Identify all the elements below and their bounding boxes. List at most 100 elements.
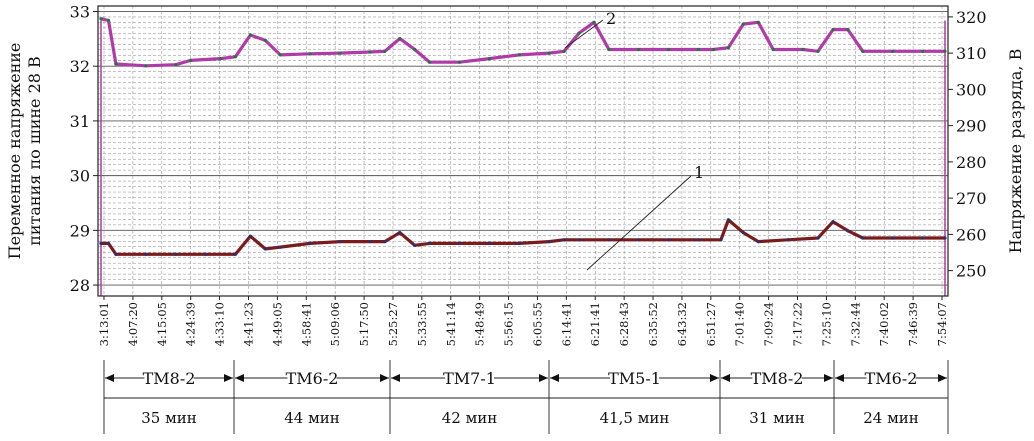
plot-frame [97,5,949,297]
left-axis-label-line2: питания по шине 28 В [25,56,44,246]
series-1-point [204,252,208,256]
segment-name: ТМ8-2 [751,369,804,388]
series-1-point [428,241,432,245]
x-tick-label: 4:58:41 [299,302,313,346]
callout-1-leader [586,175,692,271]
series-2-point [248,33,252,37]
series-2-point [711,47,716,52]
series-1-point [368,240,372,244]
left-tick-label: 33 [70,2,90,21]
series-1-point [338,240,342,244]
series-2-point [517,53,521,57]
series-1-point [816,236,820,240]
x-tick-label: 6:14:41 [559,302,573,346]
series-2-point [943,49,947,53]
series-2-point [487,57,491,61]
callout-2-leader [564,19,604,49]
series-1-point [114,252,118,256]
right-tick-label: 290 [956,117,987,136]
series-2-point [233,55,237,59]
series-2-point [846,28,850,32]
series-1-point [233,252,237,256]
series-1-point [846,229,850,233]
series-2-point [756,20,760,24]
series-2-point [667,47,671,52]
series-2-point [547,51,551,55]
series-2-point [637,47,641,52]
x-tick-label: 7:40:02 [877,302,891,346]
x-tick-label: 4:41:23 [241,302,255,346]
x-tick-label: 7:09:24 [762,302,776,346]
x-tick-label: 7:54:07 [935,302,949,346]
left-tick-label: 32 [70,57,90,76]
segment-arrow-head [224,374,233,382]
x-axis-ticks: 3:13:01 4:07:20 4:15:05 4:24:39 4:33:10 4:41:… [97,296,949,346]
x-tick-label: 7:46:39 [906,302,920,346]
right-tick-label: 280 [956,153,987,172]
series-2-point [368,50,372,54]
series-1-point [756,240,760,244]
segment-name: ТМ6-2 [286,369,339,388]
series-1-point [383,240,387,244]
series-2-point [398,37,402,41]
x-tick-label: 7:32:44 [848,302,862,346]
series-1-point [741,231,745,235]
series-1-point [921,236,925,240]
series-1-point [487,241,491,245]
segment-arrow-head [835,374,844,382]
series-2-point [413,47,417,52]
segment-arrow-head [550,374,559,382]
segment-name: ТМ7-1 [443,369,496,388]
x-tick-label: 5:33:55 [415,302,429,346]
callout-1-label: 1 [694,163,704,182]
series-1-point [786,238,790,242]
segment-arrow-head [105,374,114,382]
series-2-point [562,49,566,53]
callouts: 21 [564,9,704,271]
right-axis-label: Напряжение разряда, В [1006,49,1025,254]
segment-duration: 35 мин [141,409,197,427]
right-tick-label: 310 [956,44,987,63]
series-1-point [248,234,252,238]
series-2-point [428,60,432,64]
series-2-point [592,20,596,24]
x-tick-label: 3:13:01 [97,302,111,346]
x-tick-label: 6:51:27 [704,302,718,346]
series-2-point [457,60,462,64]
series-1-point [726,218,731,222]
segment-duration: 24 мин [863,409,919,427]
series-1-point [667,238,671,242]
series-2-point [696,47,701,52]
x-tick-label: 5:17:50 [357,302,371,346]
x-tick-label: 5:41:14 [444,302,458,346]
series-2-point [99,17,103,21]
right-tick-label: 320 [956,8,987,27]
series-2-point [106,18,111,23]
right-tick-label: 260 [956,225,987,244]
series-2-point [726,46,731,50]
series-1-point [577,238,581,242]
segment-duration: 31 мин [749,409,805,427]
series-1-point [861,236,865,240]
segment-arrow-head [938,374,947,382]
series-1-point [696,238,701,242]
left-tick-label: 30 [70,167,90,186]
x-tick-label: 5:25:27 [386,302,400,346]
series-1-point [457,241,462,245]
segment-duration: 44 мин [284,409,340,427]
series-1-point [637,238,641,242]
series-2-point [801,47,805,52]
series-2-point [114,62,118,66]
right-tick-label: 250 [956,262,987,281]
segment-arrow-head [824,374,833,382]
right-axis-ticks: 320 310 300 290 280 270 260 250 [948,8,987,281]
x-tick-label: 4:24:39 [184,302,198,346]
series-2-point [891,49,895,53]
x-tick-label: 4:33:10 [213,302,227,346]
left-tick-label: 31 [70,112,90,131]
series-2-point [831,28,835,32]
series-2-point [771,47,775,52]
series-1-point [943,236,947,240]
series-2-point [278,53,282,57]
series-2-point [174,63,178,67]
